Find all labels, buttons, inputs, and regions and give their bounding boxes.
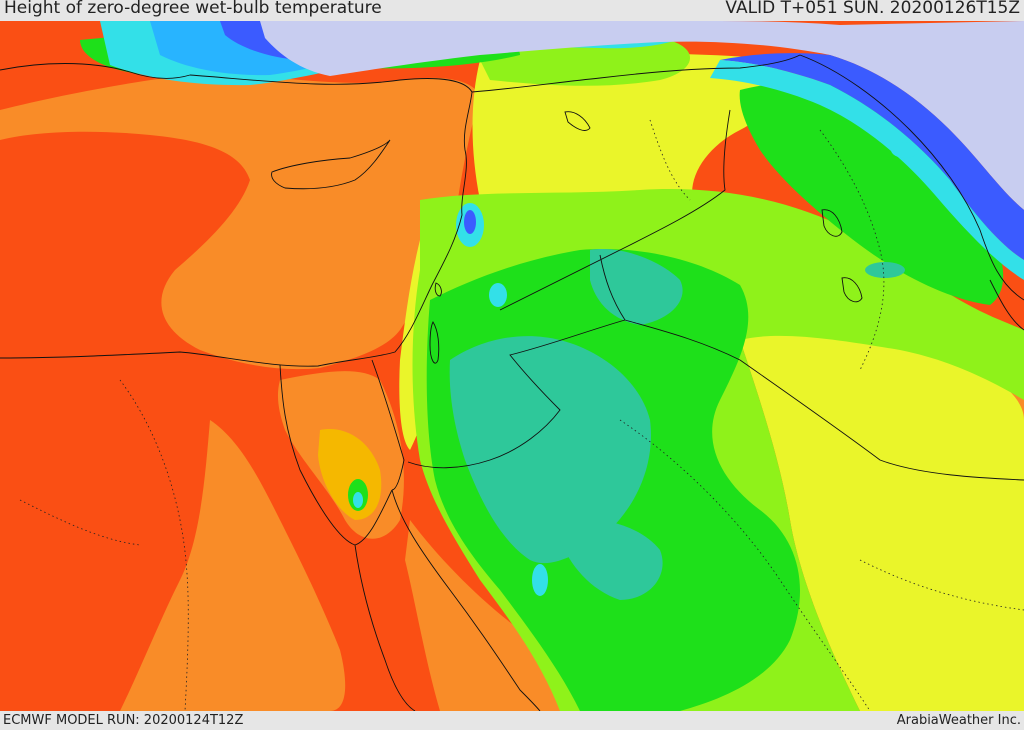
cold-spot-jordan <box>489 283 507 307</box>
weather-map[interactable] <box>0 21 1024 711</box>
valid-time-label: VALID T+051 SUN. 20200126T15Z <box>725 0 1020 21</box>
map-canvas <box>0 21 1024 711</box>
cold-spot-iraq-2 <box>865 262 905 278</box>
model-run-label: ECMWF MODEL RUN: 20200124T12Z <box>3 711 243 730</box>
map-header: Height of zero-degree wet-bulb temperatu… <box>0 0 1024 21</box>
cold-spot-lebanon-core <box>464 210 476 234</box>
cold-spot-iraq-1 <box>891 142 919 158</box>
cold-spot-sinai-core <box>353 492 363 508</box>
credit-label: ArabiaWeather Inc. <box>897 711 1021 730</box>
map-title: Height of zero-degree wet-bulb temperatu… <box>4 0 382 21</box>
cold-spot-saudi <box>532 564 548 596</box>
map-footer: ECMWF MODEL RUN: 20200124T12Z ArabiaWeat… <box>0 711 1024 729</box>
